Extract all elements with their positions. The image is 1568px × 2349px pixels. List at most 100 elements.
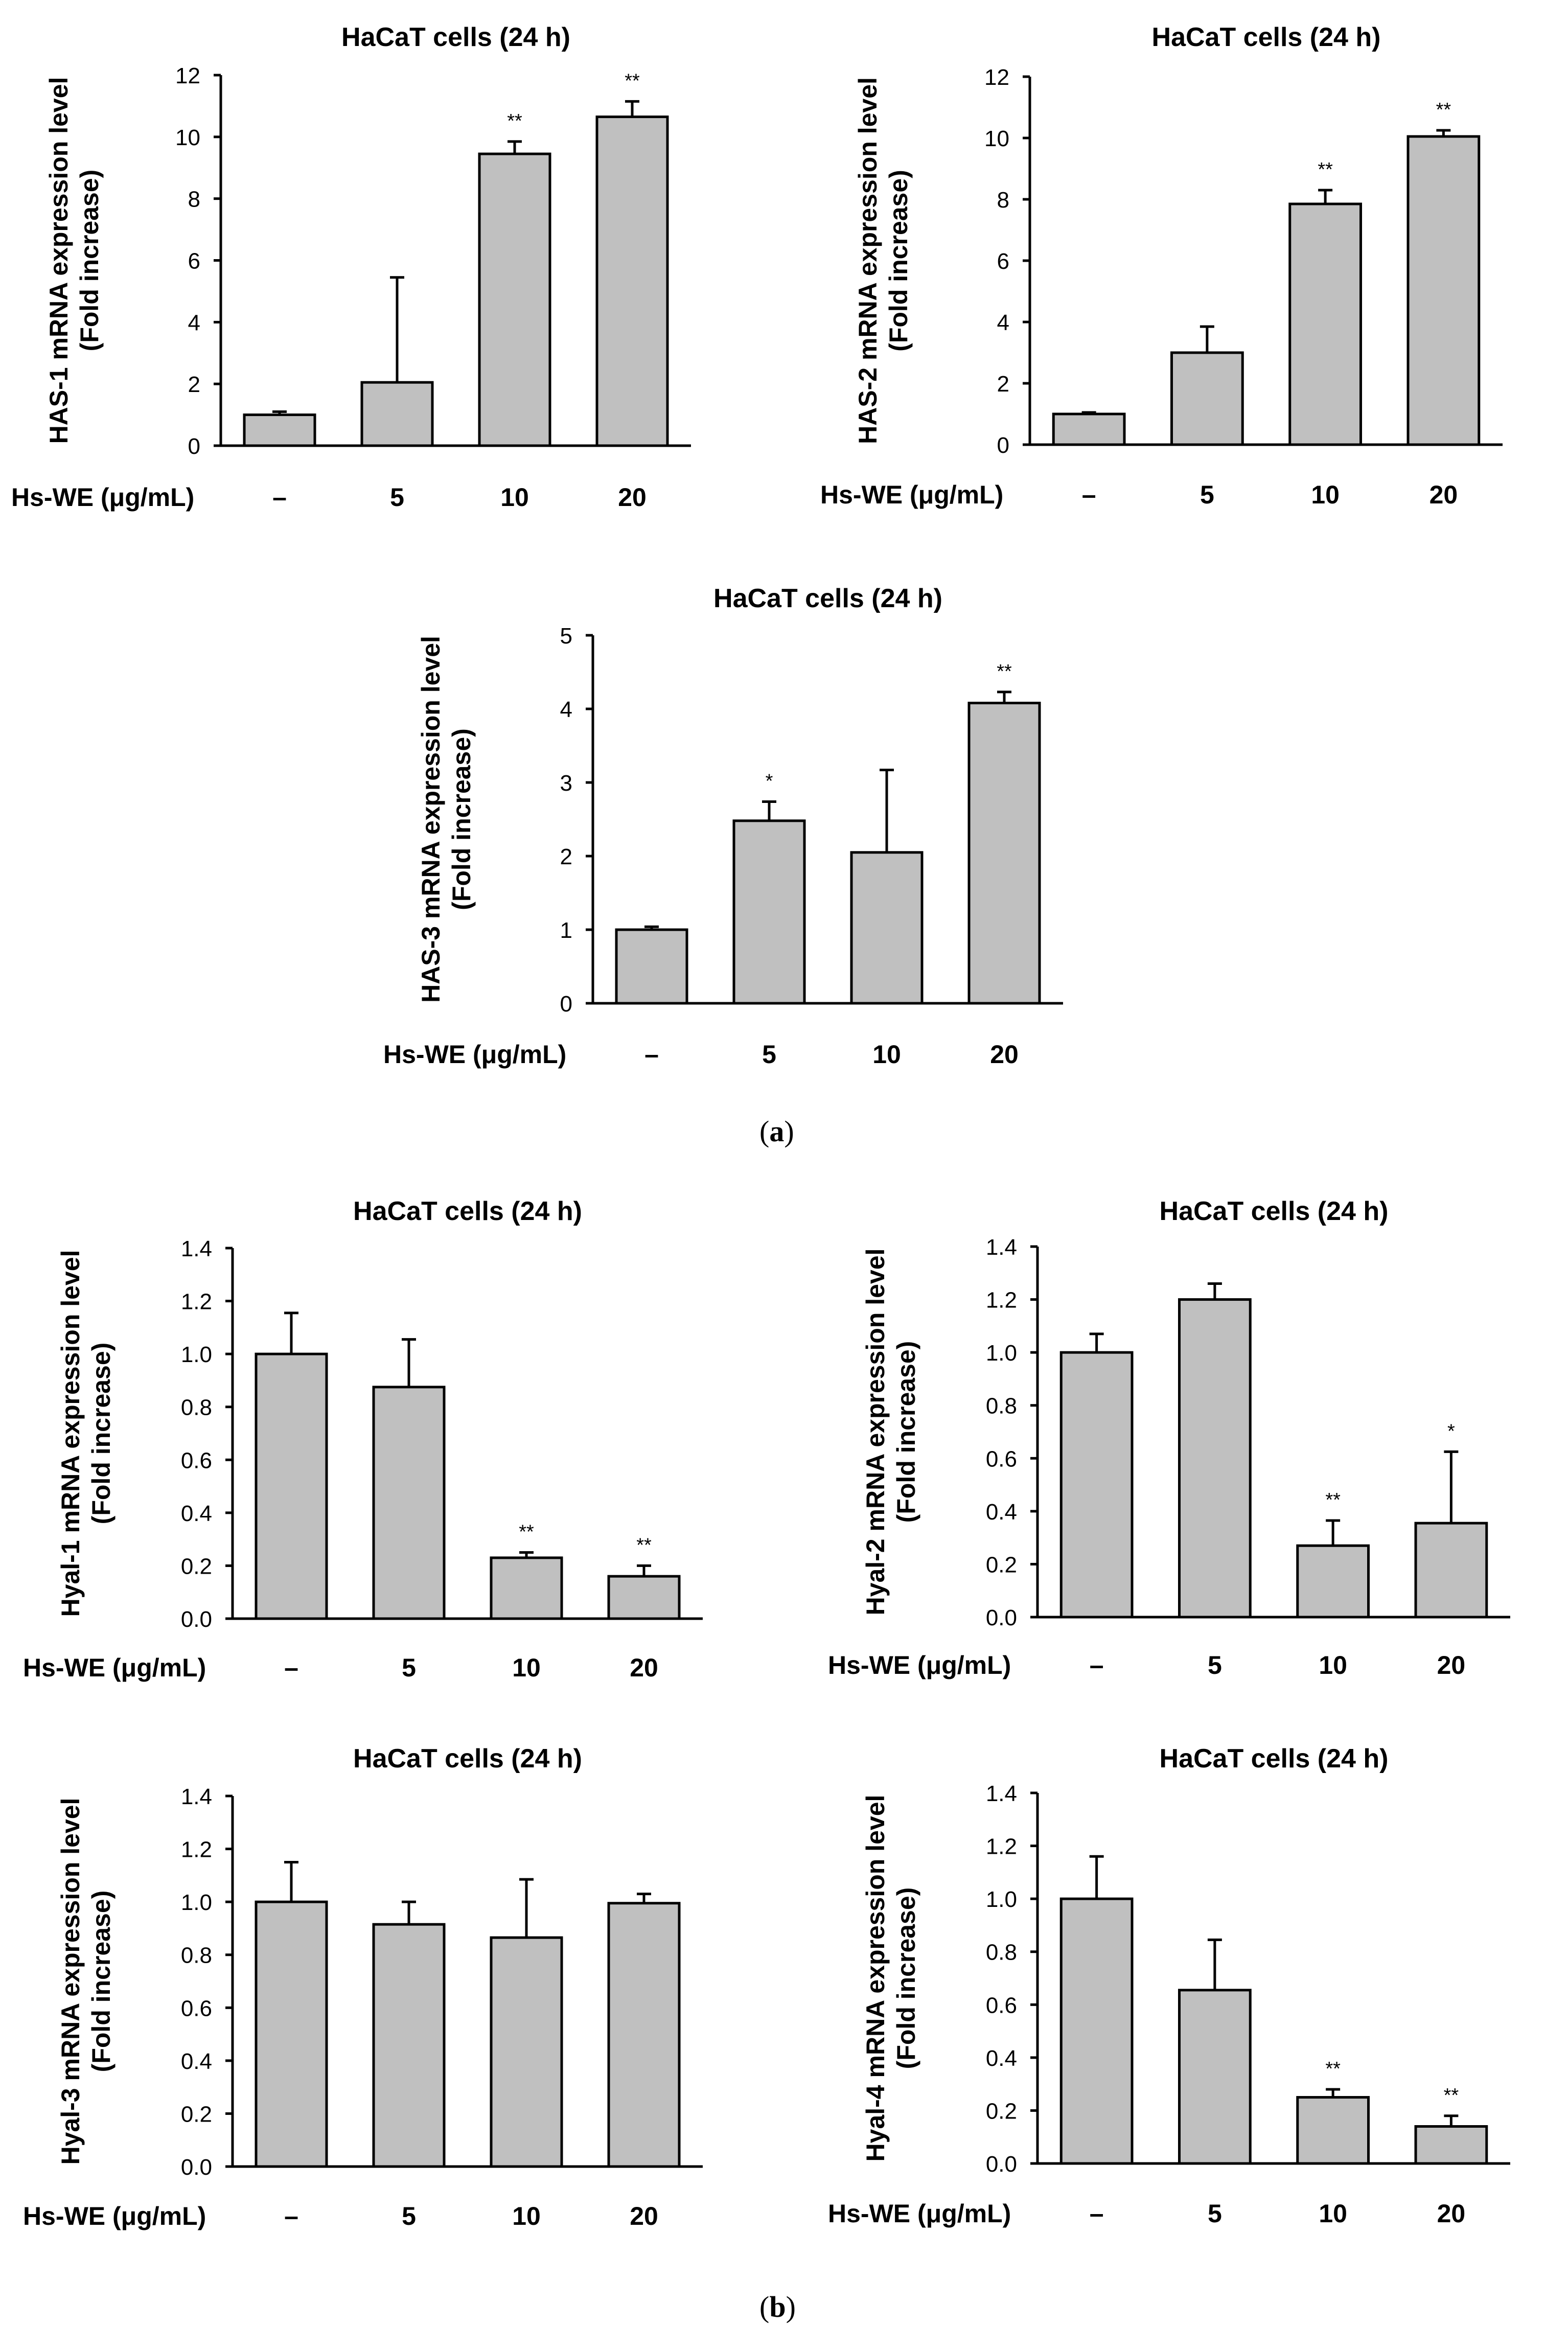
y-tick-label: 0 bbox=[997, 433, 1009, 458]
x-tick-label: 10 bbox=[1319, 1651, 1347, 1679]
bar bbox=[372, 1386, 446, 1620]
bar bbox=[1406, 135, 1481, 446]
bar bbox=[1296, 1544, 1370, 1619]
x-tick-label: 5 bbox=[402, 2202, 416, 2230]
y-axis-label: (Fold increase) bbox=[87, 1891, 116, 2072]
y-axis-label: HAS-1 mRNA expression level bbox=[44, 77, 73, 444]
y-tick-label: 2 bbox=[188, 372, 200, 397]
x-tick-label: 10 bbox=[872, 1040, 901, 1069]
x-tick-label: 20 bbox=[618, 483, 647, 512]
y-axis-label: (Fold increase) bbox=[75, 170, 104, 352]
bar bbox=[1414, 2125, 1488, 2165]
x-tick-label: 20 bbox=[630, 1653, 658, 1682]
x-axis-label: Hs-WE (μg/mL) bbox=[23, 1653, 206, 1682]
y-tick-label: 5 bbox=[560, 624, 572, 649]
chart-has3: HaCaT cells (24 h) HAS-3 mRNA expression … bbox=[383, 584, 1063, 1069]
significance-marker: ** bbox=[1318, 159, 1333, 180]
bar bbox=[967, 701, 1041, 1005]
y-tick-label: 0 bbox=[188, 434, 200, 459]
x-axis-label: Hs-WE (μg/mL) bbox=[828, 2199, 1011, 2228]
bar bbox=[490, 1936, 563, 2168]
bar bbox=[478, 152, 551, 447]
panel-a-caption: (a) bbox=[759, 1115, 794, 1148]
x-axis-label: Hs-WE (μg/mL) bbox=[828, 1651, 1011, 1679]
bar bbox=[1178, 1298, 1252, 1619]
bar bbox=[607, 1902, 681, 2168]
significance-marker: * bbox=[1447, 1420, 1455, 1442]
chart-title: HaCaT cells (24 h) bbox=[341, 22, 570, 52]
y-tick-label: 0.2 bbox=[181, 2102, 212, 2127]
y-tick-label: 1.2 bbox=[986, 1288, 1017, 1313]
y-axis-label: (Fold increase) bbox=[447, 728, 476, 910]
chart-has1: HaCaT cells (24 h) HAS-1 mRNA expression … bbox=[11, 22, 691, 512]
bar bbox=[607, 1575, 681, 1620]
chart-hyal3: HaCaT cells (24 h) Hyal-3 mRNA expression… bbox=[23, 1744, 703, 2230]
y-tick-label: 4 bbox=[188, 310, 200, 335]
y-tick-label: 4 bbox=[560, 697, 572, 722]
bar bbox=[243, 413, 316, 447]
y-tick-label: 1.0 bbox=[986, 1341, 1017, 1366]
y-tick-label: 1.0 bbox=[181, 1342, 212, 1367]
bar bbox=[1059, 1351, 1134, 1619]
y-tick-label: 4 bbox=[997, 310, 1009, 335]
x-tick-label: 5 bbox=[390, 483, 404, 512]
bar bbox=[1059, 1897, 1134, 2165]
y-axis-label: Hyal-2 mRNA expression level bbox=[861, 1249, 890, 1616]
x-tick-label: – bbox=[1090, 2199, 1104, 2228]
bar bbox=[1170, 351, 1244, 446]
significance-marker: ** bbox=[625, 70, 640, 91]
significance-marker: ** bbox=[636, 1534, 652, 1556]
y-tick-label: 0.8 bbox=[986, 1940, 1017, 1965]
panel-b-caption: (b) bbox=[759, 2290, 796, 2323]
y-axis-label: Hyal-4 mRNA expression level bbox=[861, 1795, 890, 2162]
x-tick-label: – bbox=[644, 1040, 659, 1069]
x-tick-label: 20 bbox=[990, 1040, 1019, 1069]
y-tick-label: 10 bbox=[984, 126, 1009, 151]
x-tick-label: 10 bbox=[1319, 2199, 1347, 2228]
y-tick-label: 0.0 bbox=[181, 1607, 212, 1632]
y-tick-label: 3 bbox=[560, 771, 572, 796]
x-tick-label: 5 bbox=[762, 1040, 776, 1069]
significance-marker: ** bbox=[997, 661, 1012, 682]
y-axis-label: Hyal-3 mRNA expression level bbox=[56, 1798, 85, 2165]
bar bbox=[372, 1923, 446, 2168]
x-tick-label: – bbox=[272, 483, 287, 512]
significance-marker: ** bbox=[1325, 2058, 1341, 2080]
x-tick-label: 20 bbox=[630, 2202, 658, 2230]
x-tick-label: 10 bbox=[500, 483, 529, 512]
bar bbox=[255, 1352, 328, 1620]
bar bbox=[595, 116, 669, 447]
x-tick-label: – bbox=[1082, 480, 1096, 509]
x-tick-label: 5 bbox=[1208, 1651, 1222, 1679]
significance-marker: ** bbox=[1325, 1489, 1341, 1511]
y-tick-label: 0.8 bbox=[986, 1394, 1017, 1419]
chart-title: HaCaT cells (24 h) bbox=[1152, 22, 1381, 52]
y-tick-label: 10 bbox=[175, 125, 200, 150]
y-axis-label: HAS-3 mRNA expression level bbox=[417, 636, 445, 1003]
significance-marker: ** bbox=[507, 110, 522, 132]
x-axis-label: Hs-WE (μg/mL) bbox=[383, 1040, 566, 1069]
y-tick-label: 0.4 bbox=[181, 2049, 212, 2074]
bar bbox=[850, 851, 924, 1005]
bar bbox=[1178, 1989, 1252, 2165]
bar bbox=[1414, 1522, 1488, 1619]
bar bbox=[1288, 202, 1362, 446]
y-tick-label: 12 bbox=[984, 65, 1009, 90]
y-tick-label: 0.8 bbox=[181, 1395, 212, 1420]
y-axis-label: (Fold increase) bbox=[87, 1343, 116, 1525]
x-axis-label: Hs-WE (μg/mL) bbox=[820, 480, 1003, 509]
chart-title: HaCaT cells (24 h) bbox=[1160, 1744, 1389, 1774]
y-tick-label: 0.0 bbox=[181, 2155, 212, 2180]
y-tick-label: 0.6 bbox=[181, 1996, 212, 2021]
y-tick-label: 8 bbox=[188, 187, 200, 212]
significance-marker: ** bbox=[1436, 99, 1451, 121]
chart-title: HaCaT cells (24 h) bbox=[1160, 1196, 1389, 1226]
bar bbox=[490, 1556, 563, 1620]
y-axis-label: (Fold increase) bbox=[884, 170, 913, 352]
y-tick-label: 0.0 bbox=[986, 1605, 1017, 1630]
chart-title: HaCaT cells (24 h) bbox=[353, 1744, 582, 1774]
y-tick-label: 0 bbox=[560, 992, 572, 1017]
y-tick-label: 2 bbox=[997, 372, 1009, 397]
